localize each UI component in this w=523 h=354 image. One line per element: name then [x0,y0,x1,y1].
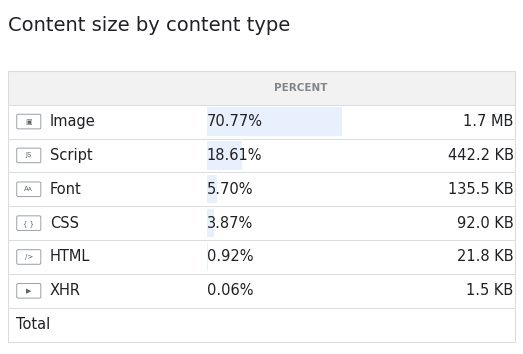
Bar [8,308,515,342]
Bar [207,175,218,204]
FancyBboxPatch shape [17,148,41,163]
FancyBboxPatch shape [17,216,41,230]
Text: Script: Script [50,148,93,163]
Text: JS: JS [26,153,32,159]
FancyBboxPatch shape [17,182,41,196]
Text: 5.70%: 5.70% [207,182,253,197]
Bar [207,107,342,136]
Bar [8,240,515,274]
Bar [207,243,208,271]
Bar [8,172,515,206]
Bar [8,71,515,342]
Text: 0.92%: 0.92% [207,250,253,264]
Text: Image: Image [50,114,95,129]
Text: Font: Font [50,182,82,197]
FancyBboxPatch shape [17,114,41,129]
Text: Aᴀ: Aᴀ [25,186,33,192]
Bar [8,206,515,240]
Bar [207,209,214,237]
Text: ▣: ▣ [26,119,32,125]
Bar [8,274,515,308]
Text: 135.5 KB: 135.5 KB [448,182,514,197]
Text: 0.06%: 0.06% [207,283,253,298]
Text: />: /> [25,254,33,260]
Bar [8,138,515,172]
Text: 1.5 KB: 1.5 KB [467,283,514,298]
Text: ▶: ▶ [26,288,31,294]
Text: HTML: HTML [50,250,90,264]
Text: 3.87%: 3.87% [207,216,253,230]
Bar [207,141,242,170]
Text: 21.8 KB: 21.8 KB [457,250,514,264]
Text: Content size by content type: Content size by content type [8,16,290,35]
Text: PERCENT: PERCENT [274,83,327,93]
Text: 92.0 KB: 92.0 KB [457,216,514,230]
Text: 18.61%: 18.61% [207,148,262,163]
Text: XHR: XHR [50,283,81,298]
Bar [8,105,515,138]
Text: 442.2 KB: 442.2 KB [448,148,514,163]
Text: { }: { } [23,220,35,227]
Text: 70.77%: 70.77% [207,114,263,129]
Bar [8,71,515,105]
FancyBboxPatch shape [17,284,41,298]
Text: Total: Total [16,317,50,332]
Text: 1.7 MB: 1.7 MB [463,114,514,129]
FancyBboxPatch shape [17,250,41,264]
Text: CSS: CSS [50,216,78,230]
